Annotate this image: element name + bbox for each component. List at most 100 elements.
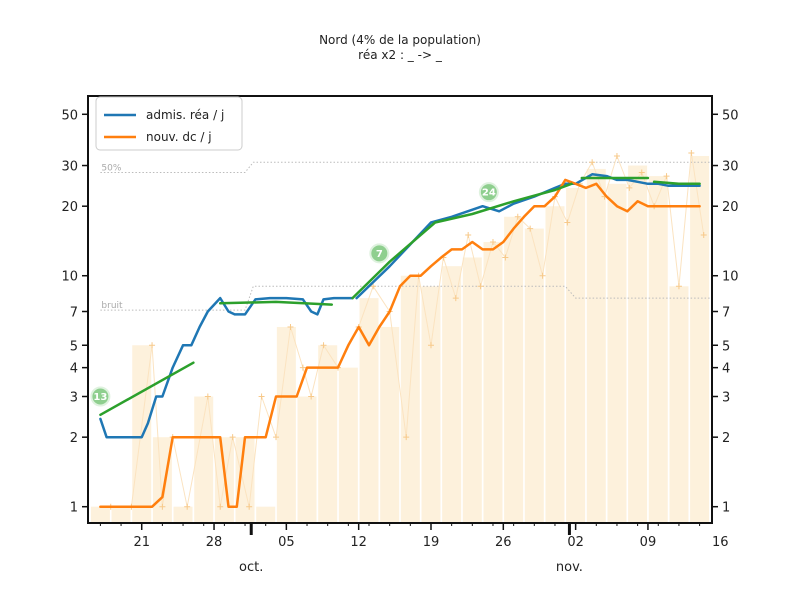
scatter-point-24 — [452, 295, 459, 302]
scatter-point-44 — [700, 232, 707, 239]
bar-20 — [504, 216, 524, 524]
ref-line-1 — [100, 285, 712, 311]
x-tick-label-7: 09 — [640, 535, 657, 550]
y-tick-label-left-4: 5 — [70, 339, 78, 354]
reference-lines: 50% bruit — [100, 161, 712, 311]
annotation-badge-1 — [369, 243, 390, 264]
chart-subtitle: réa x2 : _ -> _ — [358, 48, 443, 62]
ref-label-0: 50% — [101, 163, 121, 173]
series-1-segment-0 — [99, 178, 701, 508]
scatter-point-29 — [514, 213, 521, 220]
chart-title: Nord (4% de la population) — [319, 33, 481, 47]
bar-16 — [421, 286, 441, 523]
scatter-point-27 — [489, 238, 496, 245]
scatter-point-10 — [258, 393, 265, 400]
scatter-point-22 — [427, 342, 434, 349]
x-month-label-0: oct. — [239, 560, 263, 575]
bar-19 — [483, 241, 503, 523]
bar-3 — [152, 437, 172, 523]
x-tick-label-3: 12 — [350, 535, 367, 550]
annotation-badge-2 — [478, 182, 499, 203]
legend: admis. réa / j nouv. dc / j — [95, 96, 243, 151]
series-2-segment-2 — [351, 182, 573, 300]
x-tick-label-6: 02 — [567, 535, 584, 550]
y-tick-label-right-5: 7 — [722, 306, 730, 321]
x-tick-label-8: 16 — [712, 535, 729, 550]
scatter-point-25 — [465, 232, 472, 239]
y-tick-label-right-0: 1 — [722, 501, 730, 516]
x-tick-label-2: 05 — [278, 535, 295, 550]
scatter-point-41 — [663, 173, 670, 180]
x-axis: 21 28 05 12 19 26 02 09 16 oct. nov. — [99, 523, 729, 575]
scatter-point-38 — [626, 184, 633, 191]
y-tick-label-left-0: 1 — [70, 501, 78, 516]
scatter-point-2 — [149, 342, 156, 349]
x-tick-label-5: 26 — [495, 535, 512, 550]
scatter-point-6 — [204, 393, 211, 400]
bar-17 — [442, 266, 462, 523]
bars-layer — [90, 155, 710, 524]
bar-22 — [545, 206, 565, 523]
scatter-point-5 — [184, 503, 191, 510]
scatter-point-28 — [502, 254, 509, 261]
bar-28 — [669, 286, 689, 523]
bar-9 — [276, 326, 296, 523]
y-tick-label-left-3: 4 — [70, 362, 78, 377]
scatter-point-33 — [564, 219, 571, 226]
series-2-segment-1 — [218, 300, 334, 306]
bar-23 — [566, 187, 586, 523]
bar-1 — [111, 506, 131, 523]
bar-10 — [297, 396, 317, 523]
bar-18 — [462, 257, 482, 523]
series-2-segment-4 — [652, 180, 701, 186]
series-layer — [99, 173, 701, 508]
y-tick-label-right-9: 50 — [722, 108, 739, 123]
y-tick-label-left-6: 10 — [61, 270, 78, 285]
bar-15 — [400, 275, 420, 523]
bar-5 — [194, 396, 214, 523]
x-tick-label-1: 28 — [206, 535, 223, 550]
legend-label-dc: nouv. dc / j — [146, 130, 212, 144]
bar-0 — [90, 506, 110, 523]
scatter-point-9 — [246, 503, 253, 510]
scatter-point-18 — [370, 283, 377, 290]
annotation-label-2: 24 — [482, 188, 496, 199]
scatter-point-42 — [675, 283, 682, 290]
y-tick-label-right-2: 3 — [722, 390, 730, 405]
annotations-layer: 13 7 24 — [90, 182, 499, 407]
y-tick-label-right-1: 2 — [722, 431, 730, 446]
x-tick-label-4: 19 — [423, 535, 440, 550]
bar-29 — [690, 155, 710, 523]
scatter-point-12 — [287, 323, 294, 330]
y-axis-right: 1 2 3 4 5 7 10 20 30 50 — [712, 108, 739, 516]
ref-line-0 — [100, 161, 712, 173]
scatter-point-13 — [299, 364, 306, 371]
bar-27 — [648, 176, 668, 524]
y-axis-left: 1 2 3 4 5 7 10 20 30 50 — [61, 108, 88, 516]
series-2-segment-0 — [99, 361, 195, 417]
scatter-point-14 — [308, 393, 315, 400]
bar-25 — [607, 183, 627, 523]
annotation-label-0: 13 — [93, 392, 107, 403]
scatter-point-8 — [229, 434, 236, 441]
y-tick-label-right-4: 5 — [722, 339, 730, 354]
bar-4 — [173, 506, 193, 523]
y-tick-label-right-7: 20 — [722, 200, 739, 215]
scatter-point-7 — [217, 503, 224, 510]
scatter-point-30 — [527, 225, 534, 232]
x-tick-label-0: 21 — [133, 535, 150, 550]
scatter-point-39 — [638, 169, 645, 176]
scatter-point-35 — [589, 159, 596, 166]
ref-label-1: bruit — [101, 301, 123, 311]
plot-frame — [87, 95, 713, 524]
series-0-segment-0 — [99, 296, 354, 439]
bar-14 — [380, 326, 400, 523]
bar-12 — [338, 367, 358, 523]
scatter-point-15 — [320, 342, 327, 349]
scatter-point-31 — [539, 272, 546, 279]
legend-label-rea: admis. réa / j — [146, 108, 224, 122]
y-tick-label-right-6: 10 — [722, 270, 739, 285]
y-tick-label-left-7: 20 — [61, 200, 78, 215]
y-tick-label-left-2: 3 — [70, 390, 78, 405]
